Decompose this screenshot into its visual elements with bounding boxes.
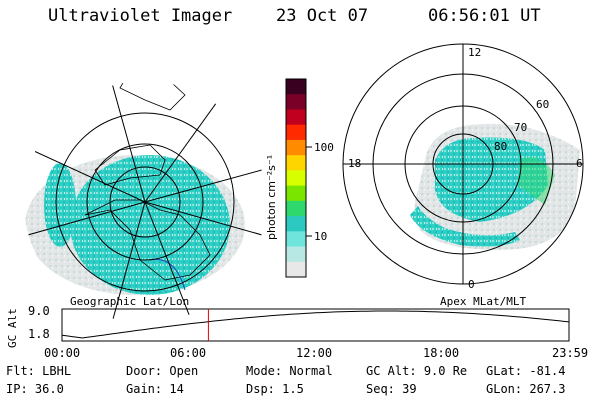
time-tick-6: 06:00	[170, 346, 207, 360]
right-map-label: Apex MLat/MLT	[440, 295, 527, 308]
altitude-tick-1-8: 1.8	[28, 327, 50, 341]
time-tick-0: 00:00	[44, 346, 81, 360]
colorbar-swatch	[286, 246, 306, 263]
colorbar-tick-10: 10	[314, 230, 328, 243]
status-ip: IP: 36.0	[6, 382, 64, 396]
date-label: 23 Oct 07	[276, 6, 369, 26]
status-glat: GLat: -81.4	[486, 364, 566, 378]
colorbar-swatch	[286, 94, 306, 110]
status-seq: Seq: 39	[366, 382, 417, 396]
lat-label-70: 70	[514, 121, 528, 134]
status-mode: Mode: Normal	[246, 364, 333, 378]
status-glon: GLon: 267.3	[486, 382, 566, 396]
status-door: Door: Open	[126, 364, 199, 378]
colorbar-swatch	[286, 261, 306, 278]
mlt-label-18: 18	[348, 157, 362, 170]
status-dsp: Dsp: 1.5	[246, 382, 304, 396]
colorbar-swatch	[286, 231, 306, 248]
mlt-label-6: 6	[576, 157, 583, 170]
altitude-tick-9: 9.0	[28, 304, 50, 318]
colorbar-swatch	[286, 200, 306, 217]
mlt-label-0: 0	[468, 278, 475, 291]
colorbar-swatch	[286, 216, 306, 232]
time-tick-24: 23:59	[552, 346, 589, 360]
time-tick-18: 18:00	[423, 346, 460, 360]
status-gc-alt: GC Alt: 9.0 Re	[366, 364, 468, 378]
colorbar-tick-100: 100	[314, 141, 334, 154]
colorbar-swatch	[286, 139, 306, 156]
lat-label-60: 60	[536, 98, 550, 111]
colorbar-swatch	[286, 79, 306, 95]
instrument-title: Ultraviolet Imager	[48, 6, 233, 26]
status-filter: Flt: LBHL	[6, 364, 72, 378]
colorbar-swatch	[286, 170, 306, 187]
lat-label-80: 80	[494, 140, 508, 153]
altitude-curve	[61, 310, 570, 339]
colorbar-swatch	[286, 124, 306, 141]
colorbar-swatch	[286, 155, 306, 171]
colorbar-swatch	[286, 185, 306, 202]
altitude-axis-label: GC Alt	[6, 308, 19, 348]
mlt-label-12: 12	[468, 46, 482, 59]
right-map-grid	[342, 43, 584, 285]
left-map-label: Geographic Lat/Lon	[70, 295, 190, 308]
status-gain: Gain: 14	[126, 382, 184, 396]
time-label: 06:56:01 UT	[428, 6, 541, 26]
time-tick-12: 12:00	[296, 346, 333, 360]
colorbar-swatch	[286, 109, 306, 126]
